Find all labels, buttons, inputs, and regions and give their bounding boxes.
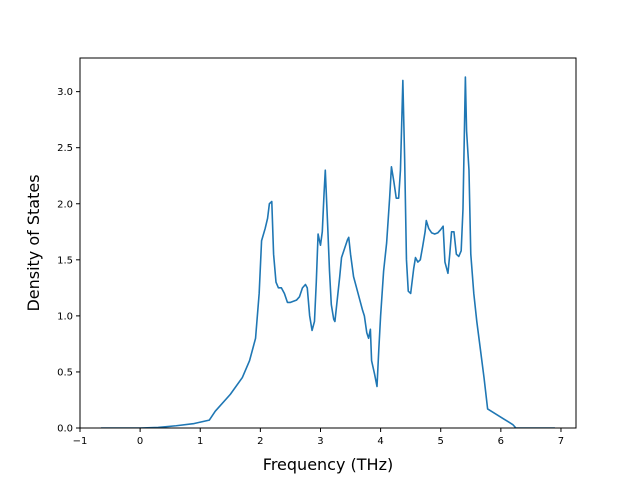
x-axis-ticks: −1 0 1 2 3 4 5 6 7 <box>73 428 564 447</box>
y-tick-label: 1.0 <box>57 311 73 322</box>
x-tick-label: 5 <box>438 436 444 447</box>
y-tick-label: 1.5 <box>57 255 73 266</box>
y-tick-label: 2.0 <box>57 199 73 210</box>
y-tick-label: 0.5 <box>57 367 73 378</box>
x-tick-label: −1 <box>73 436 88 447</box>
y-tick-label: 3.0 <box>57 87 73 98</box>
x-tick-label: 6 <box>498 436 504 447</box>
x-tick-label: 4 <box>377 436 383 447</box>
y-axis-ticks: 0.0 0.5 1.0 1.5 2.0 2.5 3.0 <box>57 87 80 435</box>
x-tick-label: 1 <box>197 436 203 447</box>
dos-series-line <box>101 76 555 428</box>
y-tick-label: 2.5 <box>57 143 73 154</box>
series-layer <box>101 76 555 428</box>
y-tick-label: 0.0 <box>57 424 73 435</box>
axes-frame <box>79 57 577 429</box>
x-tick-label: 7 <box>558 436 564 447</box>
x-axis-title: Frequency (THz) <box>263 455 393 474</box>
x-tick-label: 0 <box>137 436 143 447</box>
y-axis-title: Density of States <box>24 174 43 311</box>
x-tick-label: 3 <box>317 436 323 447</box>
x-tick-label: 2 <box>257 436 263 447</box>
